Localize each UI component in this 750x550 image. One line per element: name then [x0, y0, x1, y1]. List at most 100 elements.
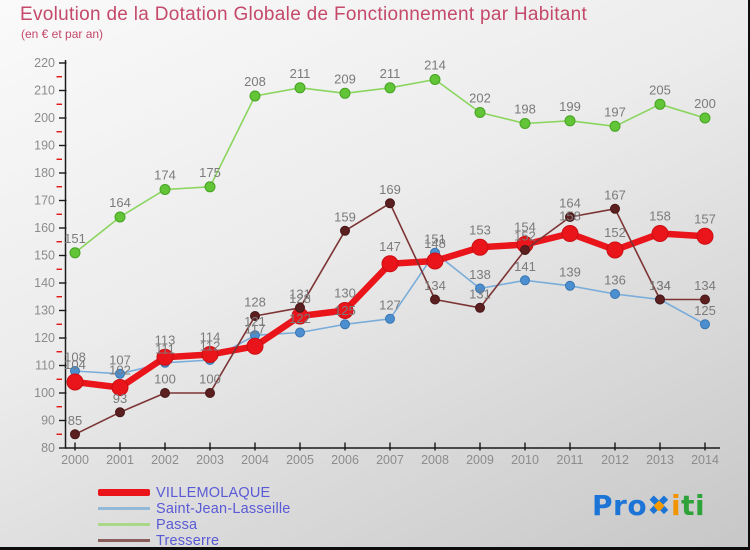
data-point-passa [519, 118, 531, 129]
data-point-saint-jean-lasseille [340, 319, 350, 330]
value-label-saint-jean-lasseille: 108 [64, 350, 86, 365]
chart-title: Evolution de la Dotation Globale de Fonc… [20, 4, 588, 25]
chart-subtitle: (en € et par an) [21, 27, 104, 41]
y-tick-label: 190 [34, 139, 55, 153]
data-point-saint-jean-lasseille [115, 368, 125, 379]
value-label-passa: 208 [244, 74, 266, 89]
x-tick-label: 2007 [376, 453, 404, 467]
data-point-tresserre [610, 203, 620, 214]
value-label-passa: 205 [649, 82, 671, 97]
data-point-villemolaque [606, 241, 624, 259]
value-label-villemolaque: 130 [334, 286, 356, 301]
x-tick-label: 2006 [331, 453, 359, 467]
y-tick-label: 220 [34, 56, 55, 70]
data-point-tresserre [115, 407, 125, 418]
legend-swatch-tresserre [98, 539, 150, 542]
value-label-tresserre: 164 [559, 196, 581, 211]
data-point-passa [429, 74, 441, 85]
data-point-tresserre [475, 302, 485, 313]
value-label-tresserre: 131 [469, 286, 491, 301]
data-point-tresserre [520, 245, 530, 255]
value-label-saint-jean-lasseille: 111 [155, 341, 175, 356]
value-label-passa: 198 [514, 102, 536, 117]
value-label-saint-jean-lasseille: 112 [200, 339, 221, 354]
x-tick-label: 2012 [601, 453, 629, 467]
value-label-tresserre: 159 [334, 209, 356, 224]
value-label-saint-jean-lasseille: 125 [694, 303, 716, 318]
x-tick-label: 2009 [466, 453, 494, 467]
value-label-villemolaque: 158 [559, 209, 581, 224]
y-tick-label: 130 [34, 304, 55, 318]
value-label-villemolaque: 113 [155, 332, 176, 347]
y-tick-label: 180 [34, 166, 55, 180]
data-point-tresserre [70, 429, 80, 440]
y-tick-label: 170 [34, 194, 55, 208]
data-point-saint-jean-lasseille [295, 327, 305, 338]
value-label-tresserre: 100 [199, 372, 221, 387]
value-label-saint-jean-lasseille: 107 [109, 352, 131, 367]
value-label-passa: 197 [604, 104, 626, 119]
x-tick-label: 2004 [241, 453, 269, 467]
legend-label: VILLEMOLAQUE [156, 484, 271, 501]
value-label-saint-jean-lasseille: 127 [379, 297, 401, 312]
value-label-tresserre: 134 [694, 278, 716, 293]
data-point-tresserre [700, 294, 710, 305]
value-label-villemolaque: 104 [64, 357, 86, 372]
y-tick-label: 120 [34, 331, 55, 345]
value-label-passa: 209 [334, 71, 356, 86]
legend-swatch-villemolaque [98, 489, 150, 496]
value-label-saint-jean-lasseille: 122 [289, 311, 311, 326]
data-point-passa [69, 247, 81, 259]
data-point-passa [114, 211, 126, 223]
legend-label: Passa [156, 516, 198, 533]
value-label-tresserre: 85 [68, 413, 82, 428]
data-point-villemolaque [381, 255, 399, 273]
data-point-villemolaque [336, 302, 354, 319]
x-tick-label: 2005 [286, 453, 314, 467]
legend-item-saint-jean-lasseille: Saint-Jean-Lasseille [98, 501, 291, 517]
x-tick-label: 2001 [106, 453, 134, 467]
value-label-tresserre: 93 [113, 391, 127, 406]
data-point-passa [654, 98, 666, 110]
legend-item-tresserre: Tresserre [98, 533, 291, 547]
data-point-villemolaque [651, 225, 669, 242]
value-label-tresserre: 169 [379, 182, 401, 197]
data-point-tresserre [340, 225, 350, 236]
y-tick-label: 140 [34, 276, 55, 290]
data-point-passa [204, 181, 216, 193]
y-tick-label: 110 [35, 359, 55, 373]
value-label-villemolaque: 154 [514, 220, 536, 235]
data-point-saint-jean-lasseille [385, 313, 395, 324]
y-tick-label: 200 [34, 111, 55, 125]
x-tick-label: 2013 [646, 453, 674, 467]
data-point-villemolaque [111, 379, 129, 396]
x-tick-label: 2002 [151, 453, 179, 467]
value-label-saint-jean-lasseille: 121 [244, 314, 266, 329]
logo-x-icon: ✖ [647, 489, 671, 522]
x-tick-label: 2011 [557, 453, 584, 467]
value-label-tresserre: 134 [424, 278, 446, 293]
legend-item-villemolaque: VILLEMOLAQUE [98, 484, 291, 501]
value-label-passa: 151 [64, 231, 86, 246]
value-label-saint-jean-lasseille: 136 [604, 273, 626, 288]
legend-item-passa: Passa [98, 516, 291, 533]
data-point-tresserre [160, 388, 170, 398]
value-label-passa: 175 [199, 165, 221, 180]
value-label-tresserre: 100 [154, 372, 176, 387]
data-point-passa [159, 184, 171, 195]
logo-text-pro: Pro [592, 489, 648, 522]
x-tick-label: 2010 [511, 453, 539, 467]
data-point-passa [249, 90, 261, 102]
value-label-villemolaque: 157 [694, 211, 716, 226]
data-point-saint-jean-lasseille [565, 280, 575, 291]
logo-text-ti: ti [681, 489, 706, 522]
value-label-villemolaque: 158 [649, 209, 671, 224]
proxiti-logo: Pro✖iti [592, 489, 705, 522]
value-label-tresserre: 128 [244, 295, 266, 310]
data-point-saint-jean-lasseille [520, 275, 530, 286]
x-tick-label: 2014 [691, 453, 719, 467]
data-point-villemolaque [426, 252, 444, 270]
x-tick-label: 2000 [61, 453, 89, 467]
data-point-passa [384, 82, 396, 94]
value-label-saint-jean-lasseille: 139 [559, 264, 581, 279]
